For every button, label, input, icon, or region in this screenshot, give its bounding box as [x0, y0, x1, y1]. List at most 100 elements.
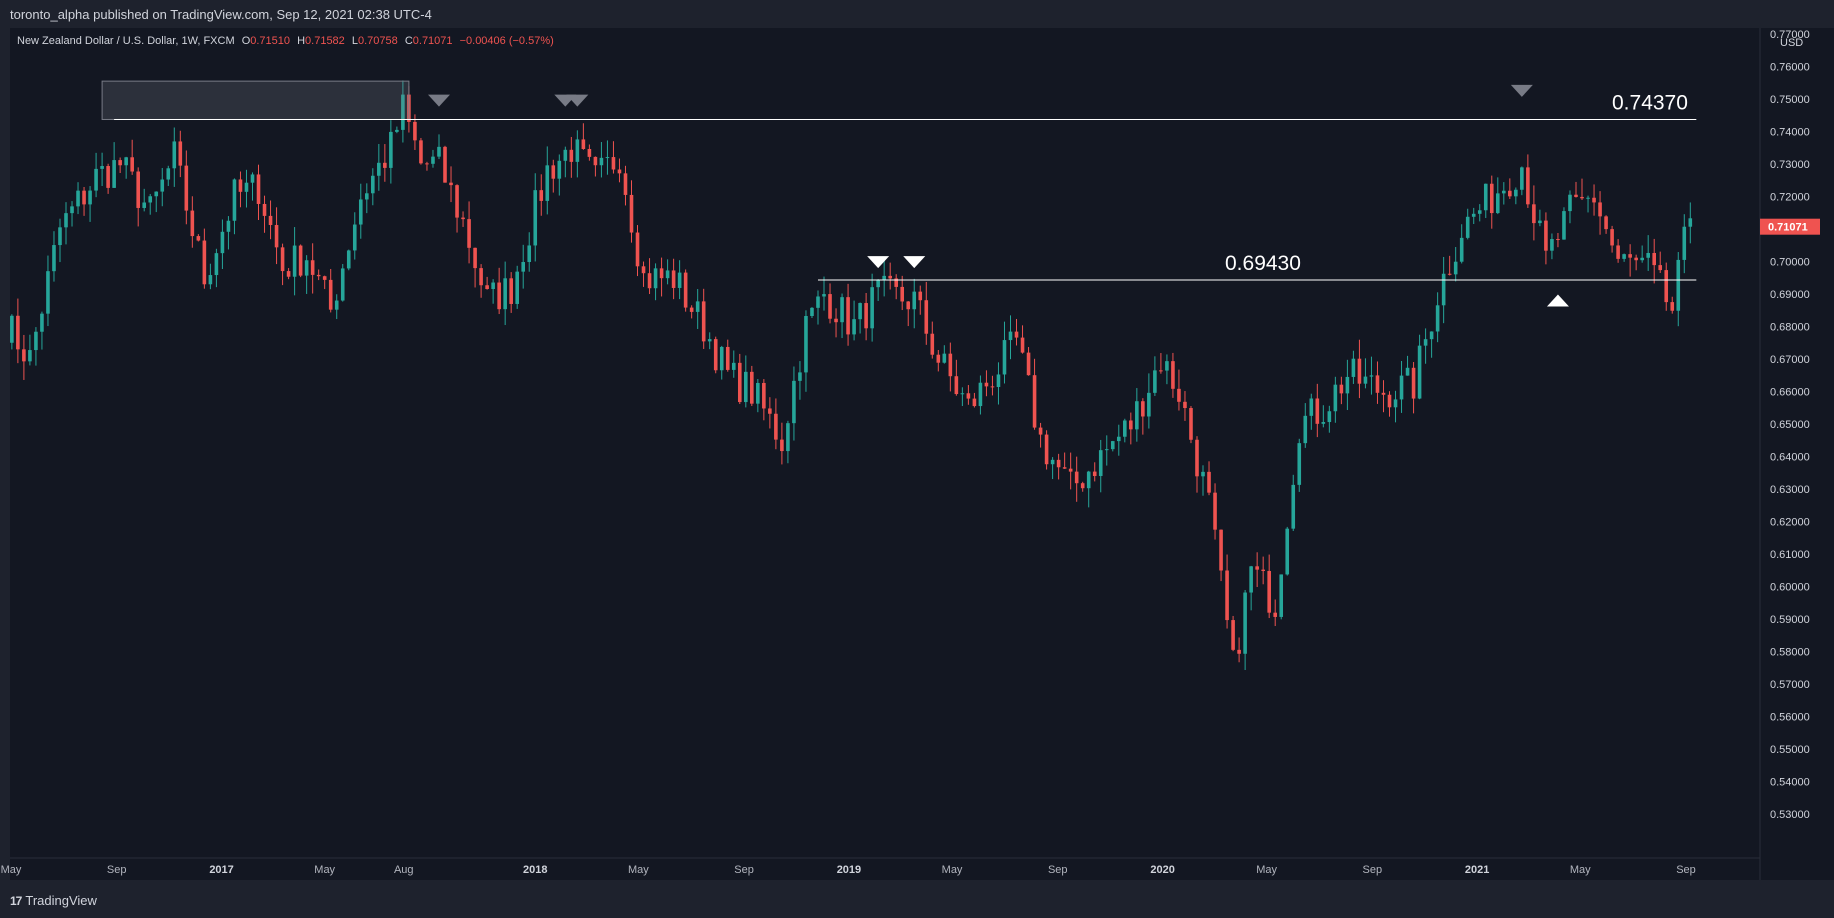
candle-body: [768, 408, 772, 414]
candle-body: [455, 185, 459, 218]
axes-layer: 0.77000 0.76000 0.75000 0.74000 0.73000 0.720…: [1, 28, 1834, 880]
publish-header: toronto_alpha published on TradingView.c…: [0, 0, 1834, 28]
candle-body: [70, 206, 74, 214]
arrow-down-marker: [566, 94, 589, 107]
candle-body: [1243, 592, 1247, 654]
candle-body: [671, 270, 676, 288]
candle-body: [28, 350, 32, 362]
candle-body: [990, 386, 995, 388]
low-value: 0.70758: [357, 35, 398, 47]
candle-body: [1664, 270, 1669, 303]
candle-body: [924, 300, 929, 334]
candle-body: [148, 196, 153, 203]
candle-body: [1682, 226, 1687, 260]
candle-body: [1447, 273, 1452, 275]
candle-body: [1568, 194, 1572, 212]
candle-body: [106, 166, 110, 188]
candle-body: [1315, 398, 1320, 424]
candle-body: [936, 354, 941, 363]
candle-body: [1453, 261, 1458, 275]
open-label: O: [241, 35, 251, 47]
candle-body: [340, 268, 345, 301]
candle-body: [1508, 190, 1512, 197]
candle-body: [190, 210, 195, 237]
candle-body: [1502, 190, 1506, 194]
candle-body: [1008, 331, 1013, 341]
candle-body: [1640, 257, 1644, 261]
candle-body: [226, 220, 231, 232]
candle-body: [1255, 566, 1259, 570]
candle-body: [1676, 259, 1681, 311]
tradingview-logo[interactable]: 17 TradingView: [10, 893, 97, 908]
candle-body: [1098, 450, 1103, 477]
candle-body: [124, 157, 128, 166]
candle-body: [798, 372, 802, 381]
candle-body: [1610, 229, 1614, 246]
candle-body: [822, 294, 826, 297]
candle-body: [876, 279, 880, 288]
candle-body: [1303, 415, 1308, 444]
candle-body: [587, 149, 592, 157]
candle-body: [665, 270, 670, 279]
time-tick-label: 2020: [1150, 864, 1174, 876]
price-tick-label: 0.70000: [1770, 257, 1810, 269]
candle-body: [1002, 340, 1007, 375]
candle-body: [1249, 566, 1253, 593]
candle-body: [1267, 570, 1271, 613]
candle-body: [431, 156, 435, 164]
candle-body: [437, 146, 441, 157]
price-tick-label: 0.72000: [1770, 192, 1810, 204]
candle-body: [136, 171, 140, 208]
price-tick-label: 0.58000: [1770, 647, 1810, 659]
candle-body: [1417, 345, 1422, 399]
candle-body: [497, 282, 501, 310]
candle-body: [1110, 441, 1115, 450]
high-value: 0.71582: [305, 35, 345, 47]
candle-body: [942, 353, 947, 363]
price-tick-label: 0.68000: [1770, 322, 1810, 334]
candle-body: [1658, 265, 1663, 271]
candle-body: [172, 141, 177, 169]
price-tick-label: 0.75000: [1770, 94, 1810, 106]
candle-body: [88, 190, 92, 205]
candle-body: [322, 276, 327, 280]
candle-body: [1411, 367, 1416, 399]
candle-body: [1225, 570, 1229, 621]
candle-body: [1014, 331, 1019, 338]
candle-body: [16, 315, 20, 350]
candle-body: [641, 266, 646, 274]
candle-body: [611, 157, 616, 170]
candle-body: [76, 190, 80, 207]
arrow-up-marker: [1546, 294, 1569, 307]
time-tick-label: 2018: [523, 864, 547, 876]
candle-body: [196, 236, 201, 241]
candle-body: [1201, 471, 1205, 477]
candle-body: [1116, 436, 1121, 442]
candle-body: [557, 160, 562, 179]
candle-body: [1026, 352, 1031, 376]
candle-body: [984, 382, 989, 387]
chart-pane[interactable]: [10, 28, 1760, 880]
candle-body: [1195, 439, 1199, 477]
candle-body: [1634, 257, 1638, 261]
time-tick-label: May: [314, 864, 335, 876]
candle-body: [1622, 254, 1626, 259]
candle-body: [184, 165, 189, 211]
candle-body: [1189, 408, 1193, 440]
candle-body: [256, 174, 261, 204]
candle-body: [695, 301, 700, 312]
candle-body: [756, 382, 760, 404]
candle-body: [978, 382, 983, 407]
highlight-zone: [101, 80, 410, 120]
candle-body: [503, 278, 507, 310]
candle-body: [533, 190, 538, 246]
candle-body: [1574, 194, 1578, 197]
candle-body: [310, 260, 315, 275]
candle-body: [683, 272, 688, 308]
candle-body: [834, 318, 838, 323]
arrow-down-marker: [903, 256, 926, 269]
time-tick-label: Sep: [107, 864, 127, 876]
candle-body: [575, 139, 580, 162]
candle-body: [178, 141, 183, 166]
